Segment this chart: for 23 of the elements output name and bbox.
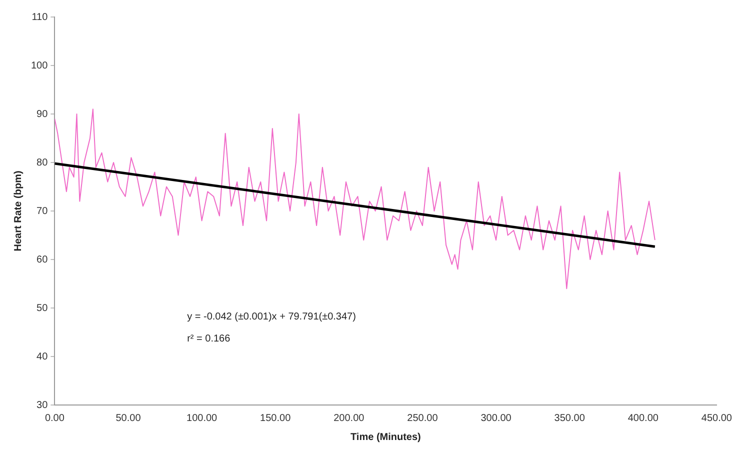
y-tick-label: 40	[36, 351, 48, 362]
annotation: r² = 0.166	[187, 334, 231, 345]
x-tick-label: 450.00	[701, 412, 732, 424]
x-tick-label: 350.00	[554, 412, 586, 424]
y-tick-label: 110	[32, 12, 48, 23]
y-tick-label: 80	[36, 157, 48, 168]
annotation: y = -0.042 (±0.001)x + 79.791(±0.347)	[187, 312, 356, 323]
y-tick-label: 70	[36, 206, 48, 217]
x-tick-label: 250.00	[407, 412, 438, 424]
x-tick-label: 400.00	[628, 412, 659, 424]
y-tick-label: 30	[36, 400, 48, 411]
y-tick-label: 90	[36, 108, 48, 120]
y-tick-label: 100	[30, 60, 48, 72]
x-tick-label: 150.00	[260, 412, 292, 424]
y-tick-label: 50	[36, 302, 48, 314]
x-tick-label: 200.00	[334, 412, 365, 424]
y-axis-title: Heart Rate (bpm)	[12, 170, 24, 252]
x-axis-title: Time (Minutes)	[350, 432, 421, 443]
x-tick-label: 50.00	[116, 412, 142, 424]
y-tick-label: 60	[36, 254, 48, 266]
x-tick-label: 0.00	[44, 412, 65, 424]
x-tick-label: 300.00	[480, 412, 512, 424]
x-tick-label: 100.00	[186, 412, 218, 424]
